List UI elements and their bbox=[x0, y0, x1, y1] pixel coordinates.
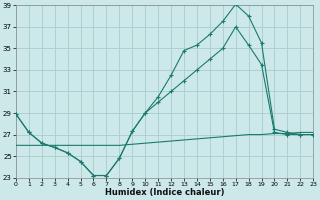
X-axis label: Humidex (Indice chaleur): Humidex (Indice chaleur) bbox=[105, 188, 224, 197]
